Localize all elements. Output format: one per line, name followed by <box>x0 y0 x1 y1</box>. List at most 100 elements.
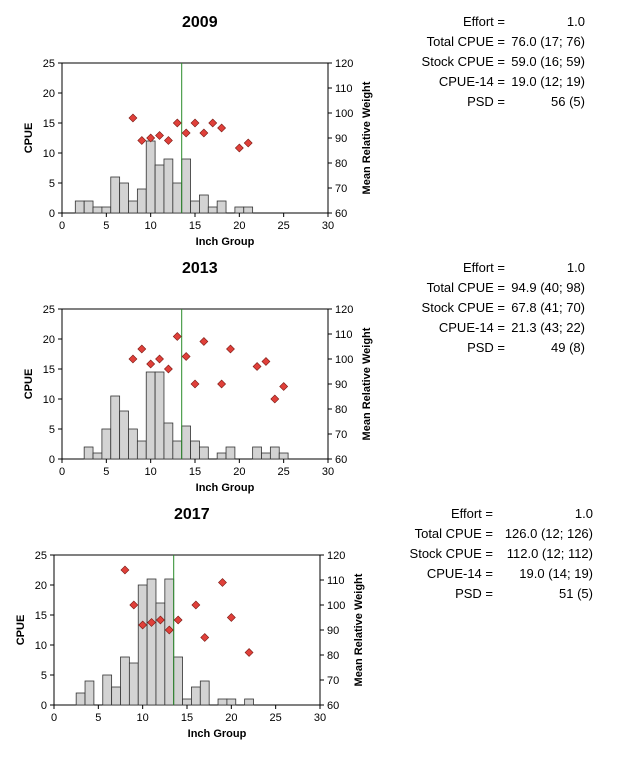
x-tick-label: 25 <box>278 220 290 232</box>
histogram-bar <box>74 200 85 214</box>
relative-weight-marker <box>190 379 200 389</box>
stat-row: CPUE-14 = 19.0 (12; 19) <box>400 74 585 92</box>
relative-weight-marker <box>208 118 218 128</box>
stat-label: CPUE-14 = <box>438 320 505 335</box>
y-tick-label: 25 <box>35 550 47 562</box>
histogram-bar <box>199 194 209 214</box>
stat-label: CPUE-14 = <box>438 74 505 89</box>
stat-value: 112.0 (12; 112) <box>506 546 593 561</box>
x-tick-label: 15 <box>189 466 201 478</box>
y-tick-label: 25 <box>43 58 55 70</box>
stat-value: 51 (5) <box>559 586 593 601</box>
x-tick-label: 20 <box>225 712 237 724</box>
stat-label: Total CPUE = <box>426 280 505 295</box>
stat-label: Effort = <box>462 14 505 29</box>
histogram-bar <box>75 692 86 706</box>
y-tick-label: 20 <box>43 334 55 346</box>
relative-weight-marker <box>261 357 271 366</box>
y-tick-label: 20 <box>35 580 47 592</box>
stat-row: Effort = 1.0 <box>400 506 593 524</box>
y2-tick-label: 80 <box>335 158 347 170</box>
x-tick-label: 5 <box>95 712 101 724</box>
x-tick-label: 10 <box>145 466 157 478</box>
relative-weight-marker <box>128 354 138 364</box>
histogram-bar <box>261 452 271 460</box>
stat-value: 19.0 (14; 19) <box>519 566 593 581</box>
relative-weight-marker <box>173 615 183 625</box>
histogram-bar <box>92 452 103 460</box>
stat-label: Stock CPUE = <box>409 546 493 561</box>
relative-weight-marker <box>163 136 173 145</box>
x-tick-label: 30 <box>322 466 334 478</box>
stat-value: 1.0 <box>566 260 585 275</box>
y-tick-label: 20 <box>43 88 55 100</box>
relative-weight-marker <box>191 600 201 610</box>
relative-weight-marker <box>217 379 227 389</box>
histogram-bar <box>182 698 192 706</box>
chart-2017: 0 5 10 15 20 25 30 0 5 10 15 20 25 60 70 80 90 100 110 120 I… <box>15 550 365 740</box>
histogram-bar <box>92 206 103 214</box>
stat-row: Effort = 1.0 <box>400 260 585 278</box>
histogram-bar <box>252 446 262 460</box>
stat-row: Total CPUE = 76.0 (17; 76) <box>400 34 585 52</box>
histogram-bar <box>136 188 147 214</box>
x-tick-label: 0 <box>59 220 65 232</box>
histogram-bar <box>234 206 245 214</box>
stat-row: Stock CPUE = 59.0 (16; 59) <box>400 54 585 72</box>
relative-weight-marker <box>181 352 191 361</box>
stat-label: PSD = <box>455 586 493 601</box>
relative-weight-marker <box>155 354 164 364</box>
histogram-bar <box>128 662 139 706</box>
x-axis-label: Inch Group <box>188 728 247 740</box>
histogram-bar <box>146 578 157 706</box>
histogram-bar <box>269 446 280 460</box>
histogram-bar <box>120 656 130 706</box>
stat-value: 49 (8) <box>551 340 585 355</box>
y2-axis-label: Mean Relative Weight <box>361 81 373 194</box>
y2-tick-label: 110 <box>335 329 353 341</box>
relative-weight-marker <box>172 118 182 128</box>
relative-weight-marker <box>199 128 209 138</box>
relative-weight-marker <box>199 337 209 346</box>
histogram-bar <box>83 446 94 460</box>
y-tick-label: 15 <box>43 118 55 130</box>
histogram-bar <box>207 206 218 214</box>
chart-title: 2013 <box>182 260 218 277</box>
chart-title: 2009 <box>182 14 218 31</box>
x-tick-label: 10 <box>137 712 149 724</box>
relative-weight-marker <box>252 362 262 371</box>
stat-label: Stock CPUE = <box>421 54 505 69</box>
stats-table: Effort = 1.0 Total CPUE = 76.0 (17; 76) Stoc… <box>400 14 585 114</box>
relative-weight-marker <box>146 359 156 369</box>
histogram-bar <box>163 158 174 214</box>
stat-label: PSD = <box>467 340 505 355</box>
histogram-bar <box>84 680 95 706</box>
stat-row: PSD = 51 (5) <box>400 586 593 604</box>
x-tick-label: 25 <box>270 712 282 724</box>
histogram-bar <box>181 158 191 214</box>
stat-row: Total CPUE = 94.9 (40; 98) <box>400 280 585 298</box>
histogram-bar <box>225 446 236 460</box>
histogram-bar <box>101 428 112 460</box>
x-tick-label: 5 <box>103 466 109 478</box>
histogram-bar <box>119 182 129 214</box>
x-tick-label: 30 <box>314 712 326 724</box>
panel-2017: 2017 0 5 10 15 20 25 30 0 5 10 15 20 25 60 70 80 90 100 11… <box>0 492 617 740</box>
relative-weight-marker <box>146 133 156 143</box>
y-tick-label: 0 <box>49 454 55 466</box>
stat-value: 126.0 (12; 126) <box>504 526 593 541</box>
histogram-bar <box>110 176 121 214</box>
relative-weight-marker <box>279 382 289 391</box>
y2-tick-label: 120 <box>335 304 353 316</box>
histogram-bar <box>154 371 165 460</box>
y2-tick-label: 60 <box>335 454 347 466</box>
stat-value: 1.0 <box>574 506 593 521</box>
histogram-bar <box>278 452 289 460</box>
stat-value: 56 (5) <box>551 94 585 109</box>
stat-value: 76.0 (17; 76) <box>511 34 585 49</box>
histogram-bar <box>216 452 227 460</box>
relative-weight-marker <box>243 138 253 148</box>
y-tick-label: 25 <box>43 304 55 316</box>
y2-tick-label: 70 <box>335 429 347 441</box>
stat-label: Effort = <box>462 260 505 275</box>
